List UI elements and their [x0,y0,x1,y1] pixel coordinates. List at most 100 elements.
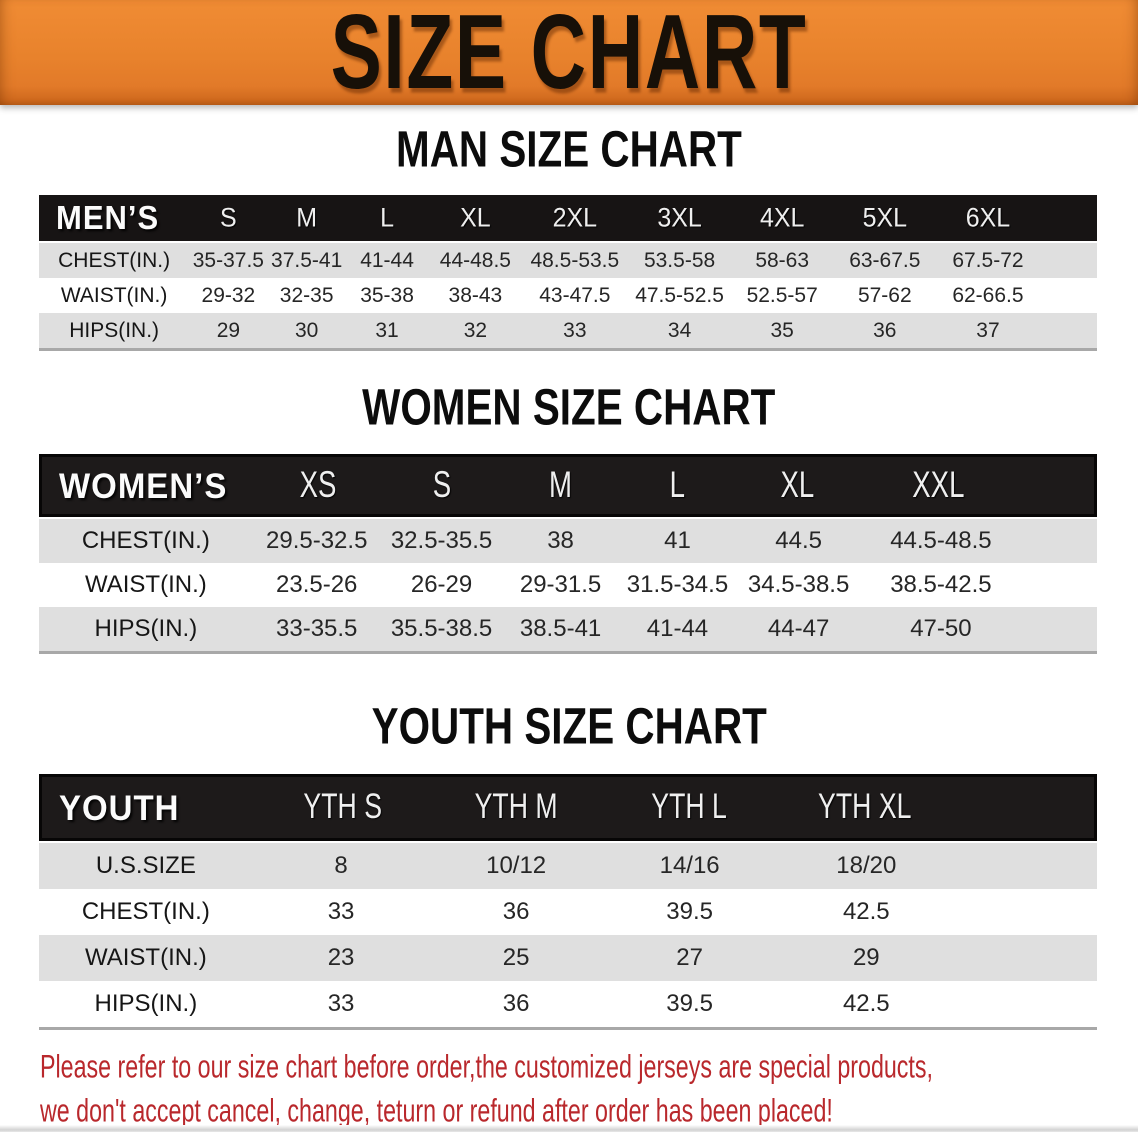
column-header-yth-l: YTH L [603,777,776,838]
column-header-text: S [433,464,452,506]
table-cell: 27 [676,944,703,971]
row-label: WAIST(IN.) [84,571,207,598]
column-header-text: 6XL [965,202,1011,233]
table-cell: 37 [976,318,1000,342]
column-header-xxl: XXL [859,457,1018,514]
table-cell: 38.5-41 [519,615,602,642]
man-size-chart-section: MAN SIZE CHART MEN’S S M L XL 2XL 3XL 4XL 5XL 6XL… [0,122,1138,351]
table-cell: 39.5 [666,990,713,1017]
women-size-chart-section: WOMEN SIZE CHART WOMEN’S XS S M L XL XXL CHEST(… [0,380,1138,654]
table-cell: 44.5-48.5 [890,527,992,554]
youth-row-waist-in: WAIST(IN.) 23 25 27 29 [39,935,1097,981]
table-cell: 42.5 [842,990,890,1017]
banner-title: SIZE CHART [330,0,808,111]
table-cell: 43-47.5 [539,283,611,307]
youth-table-header: YOUTH YTH S YTH M YTH L YTH XL [39,774,1097,841]
column-header-text: XS [299,464,337,506]
column-header-m: M [503,457,619,514]
table-cell: 33 [563,318,587,342]
table-cell: 36 [502,898,530,925]
table-cell: 33-35.5 [276,615,358,642]
table-cell: 67.5-72 [952,248,1024,272]
women-size-chart-title-text: WOMEN SIZE CHART [362,379,776,437]
column-header-s: S [189,195,267,241]
footer-line-1-text: Please refer to our size chart before or… [40,1048,933,1085]
table-cell: 47.5-52.5 [635,283,724,307]
column-header-text: S [220,202,237,233]
youth-size-chart-section: YOUTH SIZE CHART YOUTH YTH S YTH M YTH L YTH… [0,699,1138,1030]
table-cell: 39.5 [666,898,713,925]
table-cell: 26-29 [410,571,473,598]
men-row-hips-in: HIPS(IN.) 29 30 31 32 33 34 35 36 37 [39,313,1097,348]
table-cell: 41-44 [646,615,709,642]
table-cell: 63-67.5 [849,248,921,272]
column-header-text: 3XL [657,202,702,233]
table-cell: 44-48.5 [439,248,511,272]
youth-table-corner-label: YOUTH [42,777,255,838]
column-header-yth-m: YTH M [430,777,603,838]
table-cell: 18/20 [836,852,897,879]
women-row-hips-in: HIPS(IN.) 33-35.5 35.5-38.5 38.5-41 41-44 44-… [39,607,1097,651]
row-label: HIPS(IN.) [94,990,198,1017]
table-cell: 36 [502,990,530,1017]
column-header-s: S [382,457,503,514]
table-cell: 33 [327,898,355,925]
women-table-corner-text: WOMEN’S [59,464,228,505]
column-header-4xl: 4XL [732,195,833,241]
men-row-waist-in: WAIST(IN.) 29-32 32-35 35-38 38-43 43-47.5 47.… [39,278,1097,313]
column-header-xs: XS [255,457,382,514]
column-header-m: M [268,195,346,241]
table-cell: 62-66.5 [952,283,1024,307]
column-header-yth-xl: YTH XL [775,777,954,838]
column-header-text: YTH M [474,787,558,827]
table-cell: 31 [375,318,399,342]
table-cell: 29 [852,944,880,971]
table-cell: 52.5-57 [746,283,818,307]
youth-size-table: YOUTH YTH S YTH M YTH L YTH XL U.S.SIZE 8 10/12… [39,774,1097,1030]
table-cell: 23.5-26 [276,571,358,598]
table-cell: 36 [873,318,897,342]
column-header-xl: XL [735,457,859,514]
table-cell: 31.5-34.5 [626,571,729,598]
table-cell: 34 [667,318,692,342]
youth-row-hips-in: HIPS(IN.) 33 36 39.5 42.5 [39,981,1097,1027]
table-cell: 29.5-32.5 [266,527,368,554]
table-cell: 32-35 [279,283,334,307]
women-table-corner-label: WOMEN’S [42,457,255,514]
row-label: HIPS(IN.) [69,318,160,342]
table-cell: 38-43 [448,283,503,307]
youth-row-u-s-size: U.S.SIZE 8 10/12 14/16 18/20 [39,843,1097,889]
row-label: CHEST(IN.) [58,248,171,272]
row-label: CHEST(IN.) [81,898,210,925]
table-cell: 8 [334,852,348,879]
table-cell: 25 [502,944,530,971]
footer-line-2: we don't accept cancel, change, teturn o… [40,1089,1138,1132]
table-cell: 35-38 [360,283,414,307]
table-cell: 29-32 [201,283,256,307]
bottom-divider [0,1125,1138,1132]
women-table-header: WOMEN’S XS S M L XL XXL [39,454,1097,517]
table-cell: 41-44 [360,248,414,272]
column-header-text: M [549,464,573,506]
table-cell: 34.5-38.5 [747,571,850,598]
table-cell: 29-31.5 [519,571,602,598]
row-label: WAIST(IN.) [60,283,168,307]
column-header-l: L [346,195,429,241]
table-cell: 53.5-58 [643,248,716,272]
column-header-2xl: 2XL [522,195,627,241]
table-cell: 32 [463,318,488,342]
column-header-text: M [296,202,318,233]
table-cell: 57-62 [857,283,912,307]
column-header-xl: XL [428,195,522,241]
men-table-header: MEN’S S M L XL 2XL 3XL 4XL 5XL 6XL [39,195,1097,241]
women-size-table: WOMEN’S XS S M L XL XXL CHEST(IN.) 29.5-32.5 32.5… [39,454,1097,654]
row-label: U.S.SIZE [95,852,196,879]
youth-size-chart-title: YOUTH SIZE CHART [0,699,1138,756]
table-cell: 35-37.5 [192,248,264,272]
table-cell: 42.5 [842,898,890,925]
column-header-text: 5XL [862,202,908,233]
table-cell: 23 [327,944,355,971]
column-header-text: XL [460,202,491,233]
men-table-corner-text: MEN’S [56,198,160,237]
